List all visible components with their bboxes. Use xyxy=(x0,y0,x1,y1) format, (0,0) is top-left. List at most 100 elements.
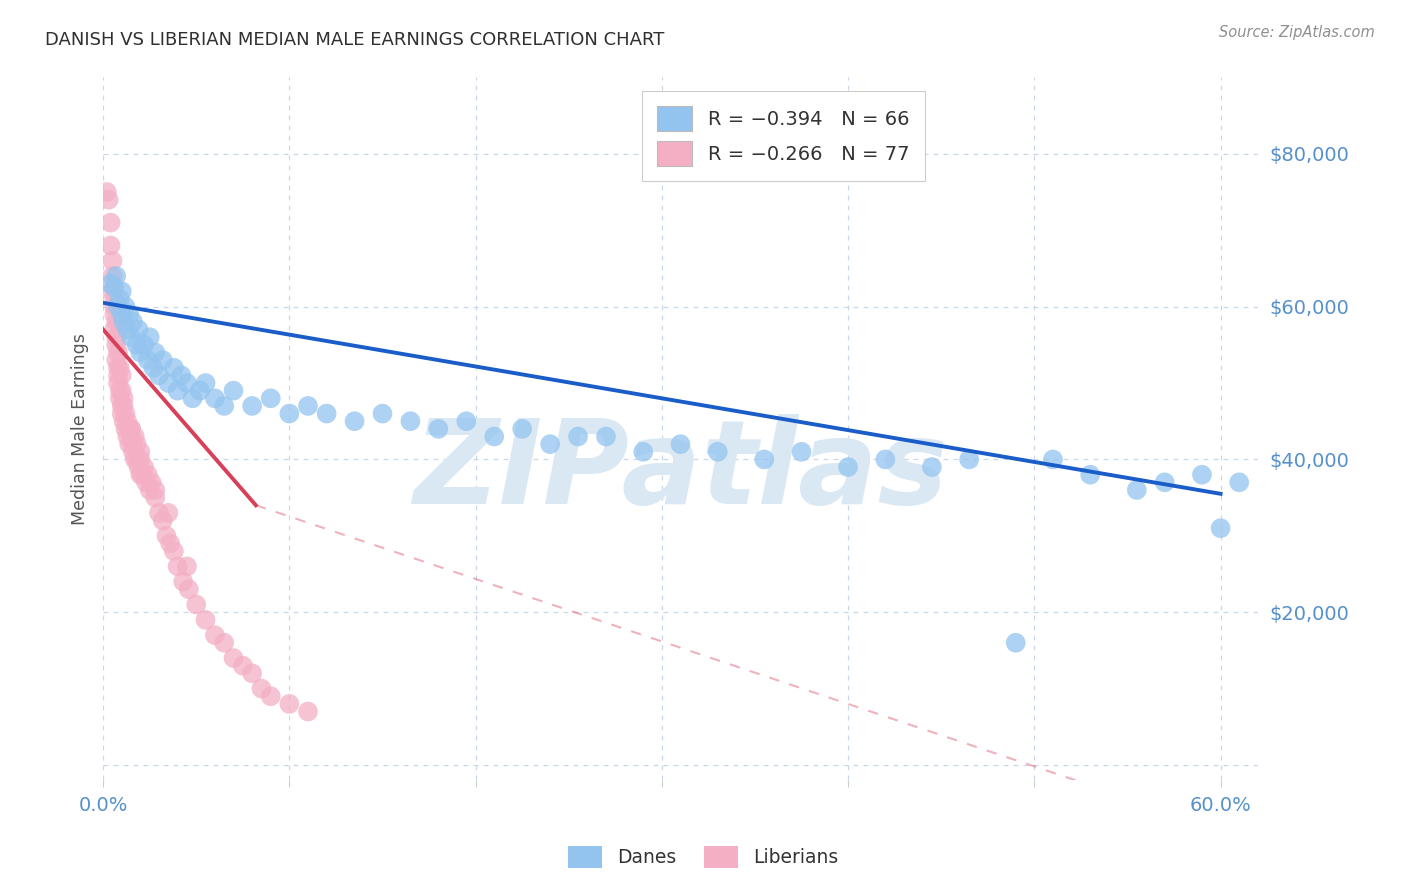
Point xyxy=(107,368,129,383)
Point xyxy=(204,628,226,642)
Point xyxy=(122,444,145,458)
Point xyxy=(114,422,136,436)
Point xyxy=(399,414,422,428)
Point xyxy=(790,444,813,458)
Point xyxy=(125,437,148,451)
Point xyxy=(100,216,122,230)
Point xyxy=(97,193,120,207)
Point xyxy=(427,422,450,436)
Point xyxy=(157,376,180,390)
Point xyxy=(96,185,118,199)
Point xyxy=(132,460,155,475)
Point xyxy=(177,582,200,597)
Point xyxy=(117,429,139,443)
Point xyxy=(118,422,141,436)
Point xyxy=(152,514,174,528)
Text: Source: ZipAtlas.com: Source: ZipAtlas.com xyxy=(1219,25,1375,40)
Point xyxy=(240,399,263,413)
Point xyxy=(538,437,561,451)
Point xyxy=(232,658,254,673)
Point xyxy=(107,345,129,359)
Point xyxy=(101,268,124,283)
Point xyxy=(371,407,394,421)
Point xyxy=(631,444,654,458)
Point xyxy=(120,422,142,436)
Point xyxy=(240,666,263,681)
Point xyxy=(837,460,859,475)
Point xyxy=(188,384,211,398)
Point xyxy=(142,360,165,375)
Point xyxy=(567,429,589,443)
Point xyxy=(706,444,728,458)
Point xyxy=(103,280,125,294)
Point xyxy=(176,559,198,574)
Point xyxy=(103,300,125,314)
Point xyxy=(101,253,124,268)
Point xyxy=(204,392,226,406)
Point xyxy=(111,407,134,421)
Point xyxy=(125,452,148,467)
Point xyxy=(875,452,897,467)
Point xyxy=(315,407,337,421)
Point xyxy=(103,292,125,306)
Point xyxy=(157,506,180,520)
Point xyxy=(124,429,146,443)
Point xyxy=(108,292,131,306)
Point xyxy=(128,460,150,475)
Point xyxy=(163,360,186,375)
Point xyxy=(1227,475,1250,490)
Legend: R = −0.394   N = 66, R = −0.266   N = 77: R = −0.394 N = 66, R = −0.266 N = 77 xyxy=(641,91,925,181)
Point xyxy=(112,315,135,329)
Point xyxy=(343,414,366,428)
Point xyxy=(111,285,134,299)
Point xyxy=(111,368,134,383)
Point xyxy=(101,285,124,299)
Y-axis label: Median Male Earnings: Median Male Earnings xyxy=(72,333,89,524)
Text: DANISH VS LIBERIAN MEDIAN MALE EARNINGS CORRELATION CHART: DANISH VS LIBERIAN MEDIAN MALE EARNINGS … xyxy=(45,31,665,49)
Point xyxy=(114,407,136,421)
Point xyxy=(1153,475,1175,490)
Point xyxy=(124,452,146,467)
Point xyxy=(108,360,131,375)
Point xyxy=(148,506,170,520)
Point xyxy=(143,483,166,497)
Point xyxy=(105,353,128,368)
Legend: Danes, Liberians: Danes, Liberians xyxy=(561,838,845,875)
Point xyxy=(122,437,145,451)
Point xyxy=(111,384,134,398)
Point xyxy=(143,345,166,359)
Point xyxy=(484,429,506,443)
Point xyxy=(129,444,152,458)
Point xyxy=(120,330,142,344)
Point xyxy=(129,345,152,359)
Point xyxy=(166,559,188,574)
Point xyxy=(957,452,980,467)
Point xyxy=(669,437,692,451)
Point xyxy=(297,705,319,719)
Point xyxy=(105,338,128,352)
Point xyxy=(141,475,163,490)
Point xyxy=(212,399,235,413)
Point xyxy=(1042,452,1064,467)
Point xyxy=(103,322,125,336)
Point xyxy=(1191,467,1213,482)
Point xyxy=(107,360,129,375)
Point xyxy=(117,414,139,428)
Text: ZIPatlas: ZIPatlas xyxy=(413,414,948,529)
Point xyxy=(136,353,159,368)
Point xyxy=(1078,467,1101,482)
Point xyxy=(125,338,148,352)
Point xyxy=(118,437,141,451)
Point xyxy=(163,544,186,558)
Point xyxy=(152,353,174,368)
Point xyxy=(100,277,122,291)
Point xyxy=(111,399,134,413)
Point xyxy=(128,322,150,336)
Point xyxy=(112,399,135,413)
Point xyxy=(100,238,122,252)
Point xyxy=(108,392,131,406)
Point xyxy=(278,407,301,421)
Point xyxy=(166,384,188,398)
Point xyxy=(111,307,134,321)
Point xyxy=(117,322,139,336)
